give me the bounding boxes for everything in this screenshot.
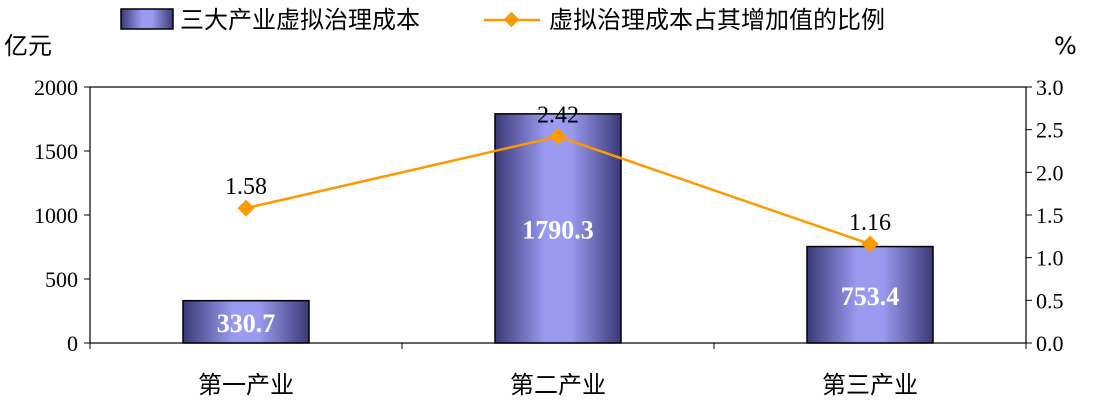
bar-value-label: 753.4 (841, 282, 900, 311)
ratio-point (861, 235, 879, 253)
ratio-point (237, 199, 255, 217)
right-tick-label: 2.5 (1036, 118, 1064, 143)
x-category-label: 第三产业 (822, 371, 918, 399)
right-tick-label: 1.0 (1036, 246, 1064, 271)
data-labels: 330.7 1790.3 753.4 1.58 2.42 1.16 (217, 102, 900, 337)
right-tick-label: 2.0 (1036, 160, 1064, 185)
legend-bar-swatch (120, 8, 174, 30)
right-tick-label: 0.0 (1036, 331, 1064, 356)
ratio-value-label: 2.42 (537, 102, 579, 128)
ratio-line (237, 128, 879, 253)
bar (182, 299, 310, 344)
left-tick-label: 500 (45, 267, 78, 292)
left-tick-label: 1000 (34, 203, 78, 228)
right-axis-unit: % (1054, 32, 1077, 60)
axes: 0 500 1000 1500 2000 0.0 0.5 1.0 1.5 2.0 2.5 3.0 第一产… (34, 75, 1064, 399)
legend: 三大产业虚拟治理成本 虚拟治理成本占其增加值的比例 (120, 6, 885, 34)
x-category-label: 第一产业 (198, 371, 294, 399)
right-tick-label: 3.0 (1036, 75, 1064, 100)
legend-line-label: 虚拟治理成本占其增加值的比例 (549, 6, 885, 34)
ratio-point (549, 128, 567, 145)
legend-bar-label: 三大产业虚拟治理成本 (180, 6, 420, 34)
left-tick-label: 2000 (34, 75, 78, 100)
bar (806, 245, 934, 344)
left-axis-unit: 亿元 (4, 32, 52, 60)
bar-value-label: 330.7 (217, 309, 276, 338)
right-tick-label: 1.5 (1036, 203, 1064, 228)
left-tick-label: 0 (67, 331, 78, 356)
x-category-label: 第二产业 (510, 371, 606, 399)
right-tick-label: 0.5 (1036, 288, 1064, 313)
legend-line-marker (503, 11, 520, 28)
bars (182, 113, 934, 344)
ratio-value-label: 1.58 (225, 174, 267, 200)
bar-value-label: 1790.3 (522, 215, 594, 244)
ratio-value-label: 1.16 (849, 210, 891, 236)
left-tick-label: 1500 (34, 139, 78, 164)
